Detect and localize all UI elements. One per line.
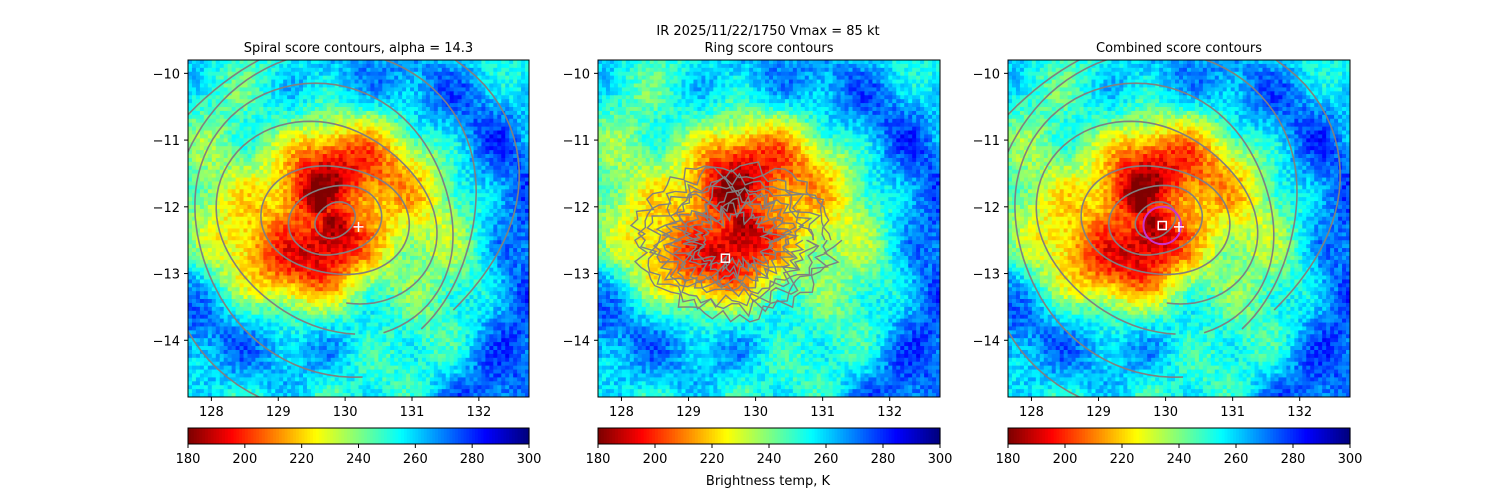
x-tick-label: 132 — [877, 405, 902, 420]
colorbar: 180 200 220 240 260 280 300 — [586, 427, 953, 467]
contour-line — [215, 120, 438, 335]
panel-title: Combined score contours — [1096, 41, 1262, 56]
colorbar-tick-label: 180 — [176, 452, 201, 467]
contour-line — [1008, 60, 1298, 397]
contour-line — [652, 176, 819, 303]
x-tick-label: 129 — [676, 405, 701, 420]
y-tick-label: −11 — [153, 134, 180, 149]
contour-line — [697, 208, 774, 273]
contour-line — [1107, 184, 1204, 256]
center-plus-marker — [353, 221, 364, 232]
contour-line — [188, 60, 521, 311]
colorbar-tick-label: 300 — [517, 452, 542, 467]
contour-line — [314, 201, 357, 240]
panel-2: Ring score contours 128 129 130 131 132 −10 −11… — [563, 41, 953, 467]
colorbar-tick-label: 280 — [460, 452, 485, 467]
y-tick-label: −14 — [973, 334, 1000, 349]
x-tick-label: 129 — [1086, 405, 1111, 420]
x-tick-label: 130 — [333, 405, 358, 420]
y-tick-label: −13 — [563, 268, 590, 283]
contour-line — [668, 189, 800, 289]
colorbar-tick-label: 240 — [1167, 452, 1192, 467]
colorbar-tick-label: 220 — [1110, 452, 1135, 467]
contour-line — [1014, 82, 1275, 379]
x-tick-label: 130 — [1153, 405, 1178, 420]
contour-line — [1008, 60, 1341, 311]
x-tick-label: 131 — [810, 405, 835, 420]
axes-frame — [187, 59, 530, 398]
center-square-marker — [1157, 220, 1167, 231]
x-tick-label: 128 — [199, 405, 224, 420]
y-tick-label: −13 — [153, 268, 180, 283]
y-tick-label: −14 — [153, 334, 180, 349]
x-tick-label: 131 — [400, 405, 425, 420]
colorbar-tick-label: 220 — [289, 452, 314, 467]
colorbar-tick-label: 280 — [1281, 452, 1306, 467]
colorbar-tick-label: 220 — [700, 452, 725, 467]
score-contours — [188, 60, 521, 397]
contour-line — [1080, 165, 1231, 276]
y-tick-label: −11 — [973, 134, 1000, 149]
panel-3: Combined score contours 128 129 130 131 132 −1… — [973, 41, 1363, 467]
y-tick-label: −13 — [973, 268, 1000, 283]
x-tick-label: 132 — [1287, 405, 1312, 420]
colorbar-tick-label: 280 — [871, 452, 896, 467]
colorbar-tick-label: 200 — [232, 452, 257, 467]
contour-line — [646, 172, 822, 309]
colorbar-tick-label: 300 — [1338, 452, 1363, 467]
y-tick-label: −11 — [563, 134, 590, 149]
x-tick-label: 132 — [466, 405, 491, 420]
contour-line — [682, 194, 793, 284]
axes-frame — [1007, 59, 1351, 398]
y-tick-label: −14 — [563, 334, 590, 349]
colorbar: 180 200 220 240 260 280 300 — [996, 427, 1363, 467]
y-tick-label: −12 — [563, 201, 590, 216]
contour-line — [685, 201, 788, 281]
contour-line — [1134, 201, 1177, 240]
contour-line — [260, 165, 411, 276]
score-contours — [1008, 60, 1341, 397]
colorbar-tick-label: 180 — [996, 452, 1021, 467]
figure-suptitle: IR 2025/11/22/1750 Vmax = 85 kt — [656, 24, 879, 39]
panel-title: Ring score contours — [704, 41, 833, 56]
x-tick-label: 130 — [743, 405, 768, 420]
panel-1: Spiral score contours, alpha = 14.3 128 12… — [153, 41, 542, 467]
contour-line — [629, 161, 843, 323]
colorbar: 180 200 220 240 260 280 300 — [176, 427, 542, 467]
center-plus-marker — [1174, 221, 1184, 232]
x-tick-label: 128 — [609, 405, 634, 420]
contour-line — [287, 184, 383, 256]
colorbar-tick-label: 260 — [814, 452, 839, 467]
contour-line — [188, 60, 478, 397]
colorbar-tick-label: 260 — [1224, 452, 1249, 467]
y-tick-label: −12 — [973, 201, 1000, 216]
colorbar-tick-label: 180 — [586, 452, 611, 467]
y-tick-label: −10 — [153, 67, 180, 82]
contour-line — [194, 82, 454, 379]
colorbar-tick-label: 240 — [757, 452, 782, 467]
score-contours — [629, 161, 843, 323]
axes-frame — [597, 59, 941, 398]
y-tick-label: −12 — [153, 201, 180, 216]
center-circle — [1142, 205, 1183, 246]
y-tick-label: −10 — [563, 67, 590, 82]
colorbar-tick-label: 260 — [403, 452, 428, 467]
colorbar-tick-label: 200 — [1053, 452, 1078, 467]
x-tick-label: 131 — [1220, 405, 1245, 420]
center-square-marker — [720, 253, 731, 263]
colorbar-tick-label: 300 — [928, 452, 953, 467]
colorbar-label: Brightness temp, K — [706, 474, 831, 489]
x-tick-label: 129 — [266, 405, 291, 420]
colorbar-tick-label: 200 — [643, 452, 668, 467]
y-tick-label: −10 — [973, 67, 1000, 82]
contour-line — [1035, 120, 1259, 335]
colorbar-tick-label: 240 — [346, 452, 371, 467]
panel-title: Spiral score contours, alpha = 14.3 — [244, 41, 473, 56]
x-tick-label: 128 — [1019, 405, 1044, 420]
